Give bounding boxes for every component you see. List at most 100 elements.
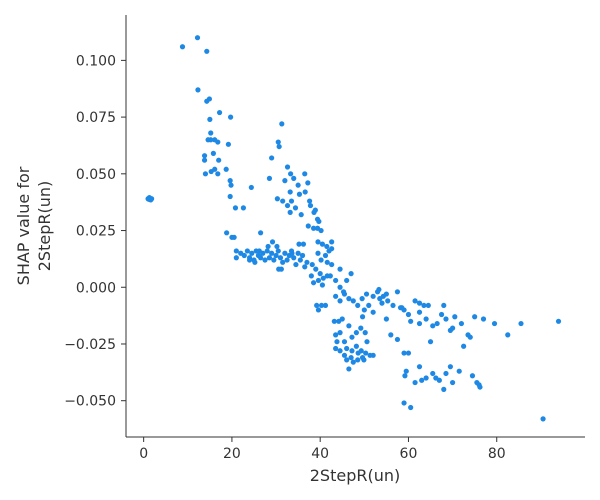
scatter-point	[313, 266, 319, 272]
scatter-point	[317, 271, 323, 277]
scatter-point	[282, 178, 288, 184]
scatter-point	[348, 354, 354, 361]
scatter-point	[266, 175, 273, 181]
scatter-point	[469, 373, 476, 379]
scatter-point	[297, 257, 303, 263]
scatter-point	[337, 298, 343, 304]
scatter-point	[363, 291, 370, 297]
scatter-point	[284, 202, 291, 209]
x-tick-label: 20	[223, 446, 241, 462]
scatter-point	[307, 198, 313, 204]
scatter-point	[312, 207, 318, 213]
scatter-point	[324, 243, 330, 250]
scatter-point	[434, 320, 440, 327]
scatter-point	[269, 155, 275, 161]
scatter-point	[201, 153, 208, 159]
scatter-point	[179, 44, 186, 50]
scatter-point	[344, 345, 350, 352]
scatter-point	[318, 227, 324, 234]
x-tick-label: 40	[311, 446, 329, 462]
scatter-point	[308, 273, 314, 279]
scatter-point	[358, 348, 364, 354]
scatter-point	[350, 359, 356, 365]
scatter-point	[240, 205, 246, 211]
scatter-point	[244, 248, 250, 254]
scatter-point	[423, 316, 429, 322]
scatter-point	[355, 302, 361, 309]
scatter-point	[269, 239, 276, 245]
scatter-point	[423, 375, 429, 381]
scatter-point	[315, 239, 321, 245]
scatter-point	[467, 334, 473, 340]
scatter-point	[421, 302, 427, 309]
scatter-point	[405, 350, 412, 356]
scatter-point	[275, 139, 281, 145]
scatter-point	[450, 325, 456, 331]
scatter-point	[302, 189, 308, 195]
scatter-point	[266, 255, 273, 261]
scatter-point	[215, 139, 221, 145]
y-tick-label: 0.050	[76, 167, 116, 183]
scatter-point	[206, 96, 213, 102]
scatter-point	[401, 350, 407, 356]
scatter-point	[322, 252, 329, 259]
scatter-point	[215, 171, 221, 177]
scatter-point	[315, 277, 322, 284]
scatter-point	[293, 261, 299, 268]
y-tick-label: −0.025	[64, 337, 116, 353]
y-tick-label: 0.000	[76, 280, 116, 296]
scatter-point	[337, 348, 343, 354]
scatter-point	[284, 257, 290, 263]
scatter-point	[194, 35, 201, 41]
scatter-point	[333, 293, 339, 299]
scatter-point	[292, 205, 299, 211]
scatter-point	[241, 252, 247, 259]
scatter-point	[346, 366, 352, 372]
scatter-point	[195, 87, 201, 93]
ticks-layer: 0 20 40 60 80 0.100 0.075 0.050 0.025 0.000 −0.025…	[64, 53, 505, 462]
scatter-point	[416, 309, 423, 315]
scatter-point	[427, 339, 434, 345]
scatter-point	[256, 248, 262, 254]
scatter-point	[228, 114, 234, 120]
scatter-point	[228, 182, 234, 188]
scatter-point	[262, 257, 268, 263]
scatter-point	[355, 357, 361, 363]
scatter-point	[274, 243, 280, 250]
scatter-point	[430, 370, 436, 377]
scatter-point	[383, 316, 389, 322]
scatter-point	[403, 368, 409, 374]
scatter-point	[269, 250, 275, 256]
scatter-point	[227, 178, 233, 184]
scatter-point	[438, 311, 445, 318]
scatter-point	[322, 302, 329, 309]
scatter-point	[291, 255, 297, 261]
scatter-point	[362, 330, 368, 336]
y-axis-title-line-1: SHAP value for	[14, 166, 33, 285]
scatter-point	[305, 223, 311, 229]
scatter-point	[276, 143, 282, 150]
scatter-point	[419, 377, 425, 383]
scatter-point	[344, 357, 350, 363]
scatter-point	[358, 325, 364, 331]
scatter-point	[408, 318, 414, 324]
scatter-point	[388, 332, 394, 338]
scatter-point	[287, 189, 293, 195]
scatter-point	[318, 257, 324, 263]
scatter-point	[258, 230, 264, 236]
y-tick-label: −0.050	[64, 394, 116, 410]
scatter-point	[232, 205, 239, 211]
scatter-point	[337, 266, 343, 272]
scatter-point	[273, 252, 279, 259]
scatter-point	[201, 157, 208, 163]
scatter-point	[430, 323, 436, 329]
scatter-point	[302, 171, 308, 177]
scatter-point	[385, 298, 391, 304]
scatter-point	[333, 345, 339, 352]
scatter-point	[425, 302, 431, 309]
scatter-point	[287, 209, 293, 215]
scatter-point	[361, 307, 367, 313]
scatter-point	[216, 157, 222, 163]
scatter-point	[288, 198, 295, 204]
scatter-point	[202, 171, 209, 177]
